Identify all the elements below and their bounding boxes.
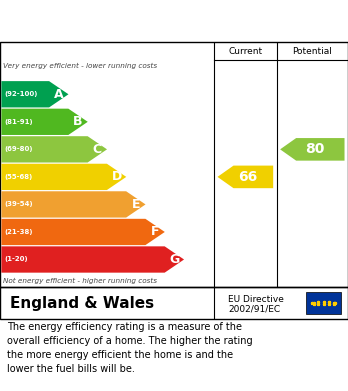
Text: England & Wales: England & Wales bbox=[10, 296, 155, 310]
Text: (81-91): (81-91) bbox=[4, 119, 33, 125]
Text: The energy efficiency rating is a measure of the
overall efficiency of a home. T: The energy efficiency rating is a measur… bbox=[7, 322, 253, 374]
Text: E: E bbox=[132, 198, 140, 211]
Text: Energy Efficiency Rating: Energy Efficiency Rating bbox=[69, 13, 279, 29]
Text: D: D bbox=[111, 170, 122, 183]
Text: B: B bbox=[73, 115, 83, 128]
Text: 2002/91/EC: 2002/91/EC bbox=[228, 304, 280, 313]
Text: (69-80): (69-80) bbox=[4, 146, 33, 152]
Text: 80: 80 bbox=[305, 142, 324, 156]
Polygon shape bbox=[1, 219, 165, 245]
Text: (1-20): (1-20) bbox=[4, 256, 28, 262]
Polygon shape bbox=[280, 138, 345, 161]
FancyBboxPatch shape bbox=[306, 292, 341, 314]
Polygon shape bbox=[1, 246, 184, 273]
Text: (92-100): (92-100) bbox=[4, 91, 38, 97]
Polygon shape bbox=[1, 164, 126, 190]
Polygon shape bbox=[218, 166, 273, 188]
Text: Not energy efficient - higher running costs: Not energy efficient - higher running co… bbox=[3, 278, 158, 284]
Text: F: F bbox=[151, 226, 159, 239]
Text: A: A bbox=[54, 88, 64, 101]
Text: Current: Current bbox=[228, 47, 262, 56]
Text: (21-38): (21-38) bbox=[4, 229, 33, 235]
Text: Potential: Potential bbox=[292, 47, 332, 56]
Text: 66: 66 bbox=[238, 170, 258, 184]
Polygon shape bbox=[1, 191, 145, 217]
Text: Very energy efficient - lower running costs: Very energy efficient - lower running co… bbox=[3, 63, 158, 69]
Text: C: C bbox=[93, 143, 102, 156]
Polygon shape bbox=[1, 81, 69, 108]
Text: EU Directive: EU Directive bbox=[228, 295, 284, 305]
Text: G: G bbox=[169, 253, 180, 266]
Text: (39-54): (39-54) bbox=[4, 201, 33, 207]
Text: (55-68): (55-68) bbox=[4, 174, 32, 180]
Polygon shape bbox=[1, 109, 88, 135]
Polygon shape bbox=[1, 136, 107, 163]
